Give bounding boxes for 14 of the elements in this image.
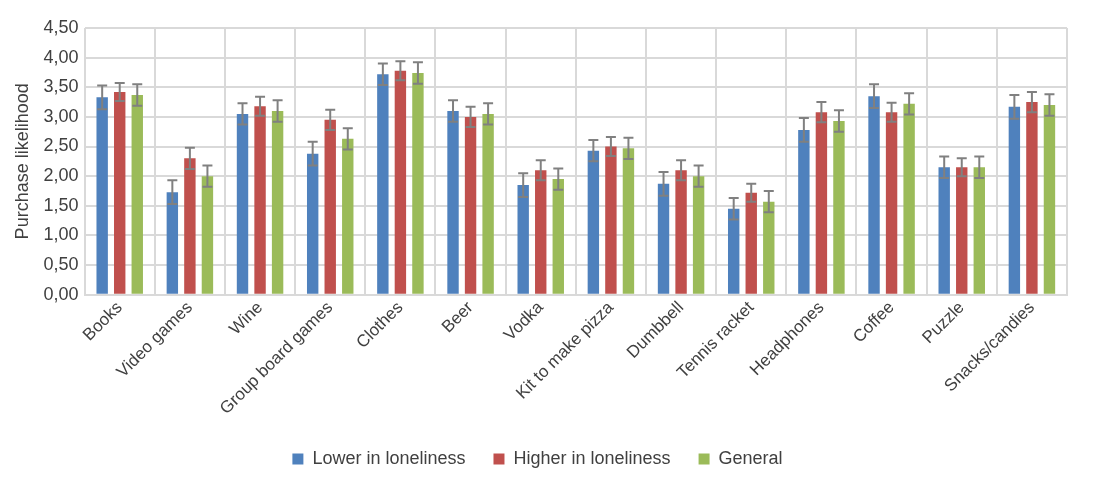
- y-tick-label: 1,50: [43, 194, 79, 215]
- y-tick-label: 1,00: [43, 224, 79, 245]
- y-tick-label: 2,00: [43, 165, 79, 186]
- y-axis-title: Purchase likelihood: [11, 83, 32, 240]
- legend-label: Lower in loneliness: [312, 447, 466, 468]
- y-tick-label: 0,00: [43, 283, 79, 304]
- legend-label: General: [718, 447, 783, 468]
- y-tick-label: 0,50: [43, 254, 79, 274]
- y-tick-label: 4,50: [43, 16, 79, 37]
- y-tick-label: 2,50: [43, 135, 79, 156]
- y-tick-label: 3,00: [43, 105, 79, 126]
- y-tick-label: 3,50: [43, 76, 79, 97]
- y-tick-label: 4,00: [43, 46, 79, 67]
- legend-label: Higher in loneliness: [513, 447, 671, 468]
